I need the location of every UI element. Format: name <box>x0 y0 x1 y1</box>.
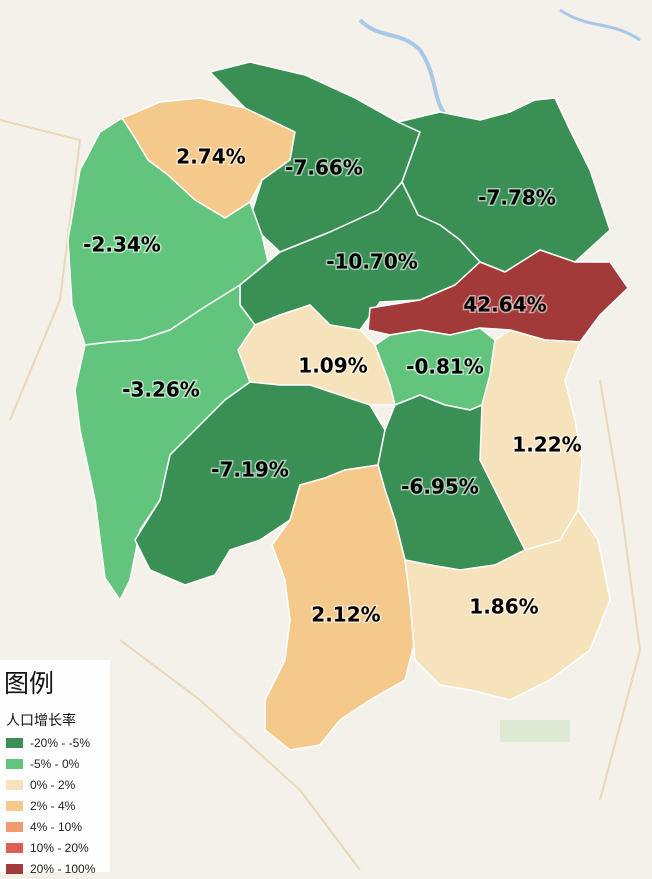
map-legend: 图例 人口增长率 -20% - -5% -5% - 0% 0% - 2% 2% … <box>0 660 110 876</box>
legend-label: -5% - 0% <box>30 756 80 771</box>
legend-swatch <box>6 779 23 790</box>
label-yongzhou: 2.12% <box>311 603 380 627</box>
legend-swatch <box>6 800 23 811</box>
regions-layer <box>67 61 629 751</box>
region-yongzhou[interactable] <box>264 464 416 751</box>
legend-swatch <box>6 737 23 748</box>
label-yueyang: -7.78% <box>478 186 556 210</box>
legend-label: -20% - -5% <box>30 735 91 750</box>
label-chenzhou: 1.86% <box>469 595 538 619</box>
label-hengyang: -6.95% <box>401 475 479 499</box>
legend-item: 0% - 2% <box>6 774 95 795</box>
label-yiyang: -10.70% <box>326 250 418 274</box>
legend-item: 2% - 4% <box>6 795 95 816</box>
legend-swatch <box>6 842 23 853</box>
legend-label: 10% - 20% <box>30 840 89 855</box>
legend-item: 4% - 10% <box>6 816 95 837</box>
label-xiangtan: -0.81% <box>406 355 484 379</box>
legend-label: 0% - 2% <box>30 777 76 792</box>
legend-item: 10% - 20% <box>6 837 95 858</box>
legend-label: 4% - 10% <box>30 819 83 834</box>
region-chenzhou[interactable] <box>404 509 611 701</box>
legend-subtitle: 人口增长率 <box>6 713 76 729</box>
label-huaihua: -3.26% <box>122 378 200 402</box>
legend-label: 2% - 4% <box>30 798 76 813</box>
legend-item: 20% - 100% <box>6 858 95 879</box>
legend-title: 图例 <box>4 669 55 698</box>
legend-swatch <box>6 758 23 769</box>
label-xiangxi: -2.34% <box>83 233 161 257</box>
label-zhangjiajie: 2.74% <box>176 145 245 169</box>
legend-items: -20% - -5% -5% - 0% 0% - 2% 2% - 4% 4% -… <box>6 732 95 879</box>
label-loudi: 1.09% <box>298 354 367 378</box>
label-zhuzhou: 1.22% <box>512 433 581 457</box>
label-changde: -7.66% <box>285 156 363 180</box>
label-changsha: 42.64% <box>463 293 546 317</box>
legend-swatch <box>6 821 23 832</box>
legend-label: 20% - 100% <box>30 861 96 876</box>
legend-swatch <box>6 863 23 874</box>
legend-item: -20% - -5% <box>6 732 95 753</box>
legend-item: -5% - 0% <box>6 753 95 774</box>
label-shaoyang: -7.19% <box>211 458 289 482</box>
labels-layer: 2.74% -7.66% -7.78% -2.34% -10.70% 42.64… <box>82 143 584 628</box>
